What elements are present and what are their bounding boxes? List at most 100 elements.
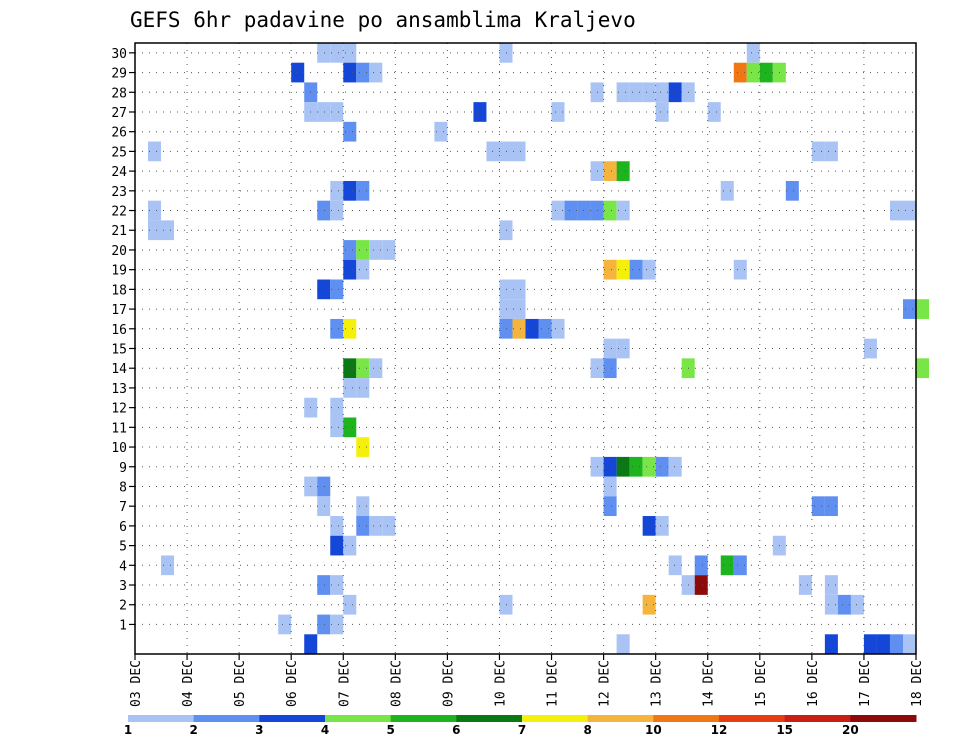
- heatmap-cell: [499, 141, 513, 162]
- heatmap-cell: [720, 555, 734, 576]
- x-tick-label: 07 DEC: [337, 660, 352, 707]
- heatmap-cell: [798, 575, 812, 595]
- heatmap-cell: [356, 180, 370, 201]
- y-tick-label: 30: [111, 47, 127, 62]
- x-tick-label: 03 DEC: [129, 660, 144, 707]
- heatmap-cell: [603, 200, 617, 221]
- heatmap-cell: [148, 200, 162, 221]
- heatmap-cell: [642, 456, 656, 477]
- heatmap-cell: [603, 456, 617, 477]
- heatmap-cell: [655, 82, 669, 103]
- heatmap-cell: [356, 259, 370, 280]
- heatmap-cell: [616, 456, 630, 477]
- legend-swatch: [193, 715, 260, 722]
- y-tick-label: 25: [111, 145, 127, 160]
- legend-swatch: [587, 715, 654, 722]
- heatmap-cell: [733, 259, 747, 280]
- heatmap-cell: [369, 240, 383, 260]
- heatmap-cell: [616, 259, 630, 280]
- heatmap-cell: [642, 594, 656, 615]
- heatmap-cell: [746, 43, 760, 63]
- heatmap-cell: [616, 338, 630, 359]
- heatmap-cell: [343, 62, 357, 83]
- heatmap-cell: [317, 43, 331, 63]
- heatmap-cell: [499, 318, 513, 339]
- legend-label: 2: [189, 723, 197, 737]
- heatmap-cell: [343, 180, 357, 201]
- heatmap-cell: [785, 180, 799, 201]
- y-tick-label: 17: [111, 303, 127, 318]
- x-tick-label: 05 DEC: [233, 660, 248, 707]
- heatmap-cell: [746, 62, 760, 83]
- heatmap-cell: [824, 141, 838, 162]
- y-tick-label: 1: [119, 618, 127, 633]
- heatmap-cell: [369, 62, 383, 83]
- heatmap-cell: [850, 594, 864, 615]
- heatmap-cell: [356, 358, 370, 379]
- heatmap-cell: [343, 318, 357, 339]
- y-tick-label: 11: [111, 421, 127, 436]
- legend-swatch: [325, 715, 392, 722]
- heatmap-cell: [330, 516, 344, 536]
- heatmap-cell: [629, 259, 643, 280]
- x-tick-label: 10 DEC: [493, 660, 508, 707]
- y-tick-label: 6: [119, 520, 127, 535]
- y-tick-label: 2: [119, 599, 127, 614]
- heatmap-cell: [356, 496, 370, 517]
- legend-label: 15: [776, 723, 793, 737]
- heatmap-cell: [733, 555, 747, 576]
- heatmap-cell: [161, 555, 175, 576]
- heatmap-cell: [330, 43, 344, 63]
- heatmap-cell: [330, 614, 344, 635]
- heatmap-cell: [343, 240, 357, 260]
- heatmap-cell: [564, 200, 578, 221]
- legend-label: 7: [518, 723, 526, 737]
- x-tick-label: 15 DEC: [754, 660, 769, 707]
- legend-swatch: [522, 715, 589, 722]
- heatmap-cell: [824, 594, 838, 615]
- heatmap-cell: [837, 594, 851, 615]
- heatmap-cell: [707, 102, 721, 122]
- heatmap-cell: [278, 614, 292, 635]
- legend-label: 3: [255, 723, 263, 737]
- legend-swatch: [456, 715, 523, 722]
- heatmap-cell: [330, 200, 344, 221]
- heatmap-cell: [655, 456, 669, 477]
- heatmap-cell: [499, 299, 513, 319]
- heatmap-cell: [616, 634, 630, 654]
- legend-swatch: [719, 715, 786, 722]
- heatmap-cell: [304, 634, 318, 654]
- legend-label: 10: [645, 723, 662, 737]
- heatmap-cell: [473, 102, 487, 122]
- heatmap-cell: [148, 141, 162, 162]
- heatmap-cell: [616, 161, 630, 181]
- heatmap-cell: [902, 299, 916, 319]
- heatmap-cell: [551, 200, 565, 221]
- heatmap-cell: [811, 496, 825, 517]
- y-tick-label: 21: [111, 224, 127, 239]
- legend-label: 4: [321, 723, 329, 737]
- legend-swatch: [784, 715, 851, 722]
- heatmap-cell: [512, 299, 526, 319]
- y-tick-label: 23: [111, 185, 127, 200]
- heatmap-cell: [317, 614, 331, 635]
- heatmap-cell: [330, 102, 344, 122]
- color-legend: 1 2 3 4 5 6 7 8 10 12 15 20: [124, 715, 917, 737]
- x-tick-label: 11 DEC: [546, 660, 561, 707]
- x-tick-label: 06 DEC: [285, 660, 300, 707]
- heatmap-cell: [330, 180, 344, 201]
- heatmap-cell: [356, 378, 370, 398]
- heatmap-cell: [603, 338, 617, 359]
- legend-label: 5: [386, 723, 394, 737]
- heatmap-cell: [655, 516, 669, 536]
- y-tick-label: 9: [119, 461, 127, 476]
- heatmap-cell: [694, 555, 708, 576]
- y-tick-label: 5: [119, 540, 127, 555]
- heatmap-cell: [356, 240, 370, 260]
- heatmap-cell: [148, 220, 162, 241]
- x-tick-label: 04 DEC: [181, 660, 196, 707]
- heatmap-cell: [317, 102, 331, 122]
- y-tick-label: 19: [111, 264, 127, 279]
- heatmap-cell: [655, 102, 669, 122]
- heatmap-cell: [720, 180, 734, 201]
